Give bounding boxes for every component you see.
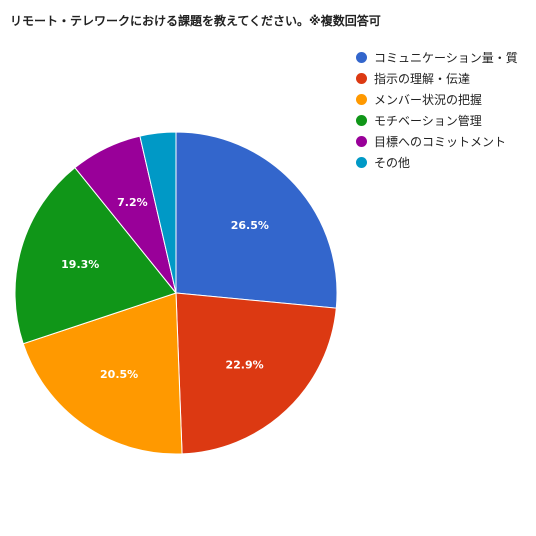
pie-slice-1	[175, 292, 337, 455]
legend-label: コミュニケーション量・質	[374, 51, 518, 65]
legend-label: モチベーション管理	[374, 114, 482, 128]
pie-slice-0	[175, 131, 338, 309]
slice-value-label-2: 20.5%	[100, 368, 138, 381]
legend-swatch	[356, 73, 367, 84]
slice-value-label-0: 26.5%	[231, 219, 269, 232]
pie-slice-2	[22, 292, 183, 455]
legend-item-3: モチベーション管理	[356, 110, 518, 131]
slice-value-label-1: 22.9%	[225, 359, 263, 372]
legend-item-4: 目標へのコミットメント	[356, 131, 518, 152]
slice-value-label-4: 7.2%	[117, 196, 148, 209]
legend-swatch	[356, 115, 367, 126]
pie-slice-5	[139, 131, 177, 294]
legend-swatch	[356, 136, 367, 147]
legend-label: 目標へのコミットメント	[374, 135, 507, 149]
pie-slice-labels: 26.5% 22.9% 20.5% 19.3% 7.2%	[61, 196, 269, 381]
legend-item-0: コミュニケーション量・質	[356, 47, 518, 68]
legend-swatch	[356, 94, 367, 105]
legend-label: 指示の理解・伝達	[374, 72, 471, 86]
legend-item-1: 指示の理解・伝達	[356, 68, 518, 89]
legend-label: その他	[374, 156, 411, 170]
chart-title: リモート・テレワークにおける課題を教えてください。※複数回答可	[10, 14, 381, 28]
pie-slice-3	[14, 166, 177, 345]
legend: コミュニケーション量・質 指示の理解・伝達 メンバー状況の把握 モチベーション管理目標…	[356, 47, 518, 173]
pie-slices	[14, 131, 338, 455]
legend-label: メンバー状況の把握	[374, 93, 483, 107]
legend-swatch	[356, 157, 367, 168]
legend-item-5: その他	[356, 152, 518, 173]
legend-item-2: メンバー状況の把握	[356, 89, 518, 110]
slice-value-label-3: 19.3%	[61, 258, 99, 271]
legend-swatch	[356, 52, 367, 63]
